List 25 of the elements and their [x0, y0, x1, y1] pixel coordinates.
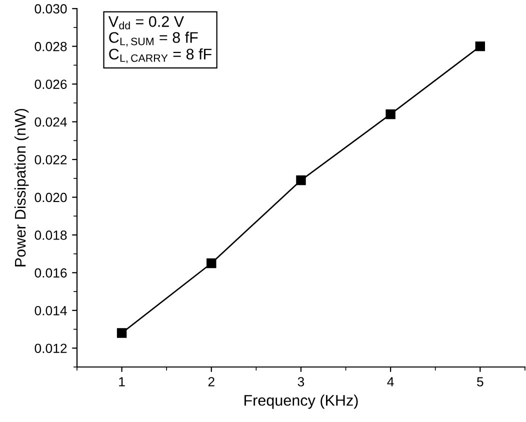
y-tick-label: 0.020	[34, 192, 67, 202]
point	[386, 109, 396, 120]
x-tick-label: 1	[119, 377, 125, 386]
y-tick-label: 0.018	[34, 230, 67, 240]
y-tick-label: 0.022	[34, 155, 67, 164]
y-tick-label: 0.028	[34, 42, 67, 52]
annotation: C$_{L,CARRY}$ = 8 fF	[109, 48, 212, 64]
annotation: C$_{L,SUM}$ = 8 fF	[109, 32, 198, 47]
y-tick-label: 0.024	[34, 117, 67, 127]
annotation: V$_{dd}$ = 0.2 V	[108, 16, 184, 30]
y-tick-label: 0.012	[34, 344, 67, 354]
y-tick-label: 0.030	[34, 4, 67, 14]
point	[206, 258, 216, 268]
y-tick-label: 0.026	[34, 80, 67, 89]
point	[116, 328, 127, 338]
x-tick-label: 2	[208, 377, 214, 386]
point	[296, 175, 306, 186]
x-tick-label: 5	[477, 377, 484, 386]
y-tick-label: 0.016	[34, 268, 67, 278]
x-tick-label: 3	[298, 377, 304, 386]
y-tick-label: 0.014	[34, 306, 67, 316]
y-axis-title: Power Dissipation (nW)	[14, 108, 29, 266]
x-tick-label: 4	[387, 377, 394, 386]
point	[475, 41, 486, 52]
x-axis-title: Frequency (KHz)	[244, 394, 358, 409]
